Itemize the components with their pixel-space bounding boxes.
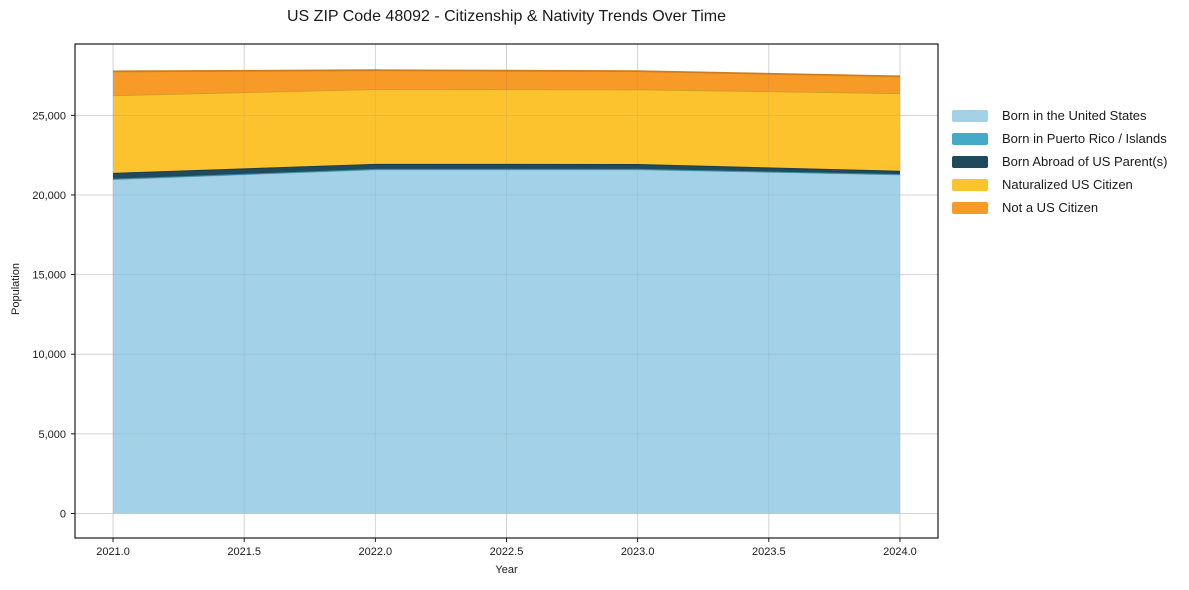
legend-label: Naturalized US Citizen: [1002, 177, 1133, 192]
legend-item-born-in-the-united-states: Born in the United States: [952, 104, 1167, 127]
x-tick-label: 2022.0: [359, 546, 393, 558]
area-born-in-the-united-states: [113, 169, 900, 514]
y-tick-label: 15,000: [32, 270, 66, 282]
legend-label: Not a US Citizen: [1002, 200, 1099, 215]
legend-swatch: [952, 201, 988, 214]
x-tick-label: 2023.5: [752, 546, 786, 558]
legend-item-not-a-us-citizen: Not a US Citizen: [952, 196, 1167, 219]
y-tick-label: 0: [60, 508, 66, 520]
y-tick-label: 10,000: [32, 349, 66, 361]
legend-label: Born Abroad of US Parent(s): [1002, 154, 1168, 169]
legend-label: Born in the United States: [1002, 108, 1147, 123]
legend-item-born-abroad-of-us-parent-s: Born Abroad of US Parent(s): [952, 150, 1167, 173]
x-tick-label: 2024.0: [883, 546, 917, 558]
legend-swatch: [952, 109, 988, 122]
legend-item-born-in-puerto-rico-islands: Born in Puerto Rico / Islands: [952, 127, 1167, 150]
y-tick-label: 25,000: [32, 110, 66, 122]
stacked-areas: [113, 69, 900, 514]
area-not-a-us-citizen: [113, 70, 900, 96]
area-edge-not-a-us-citizen: [113, 69, 900, 78]
x-tick-label: 2021.0: [96, 546, 130, 558]
legend-label: Born in Puerto Rico / Islands: [1002, 131, 1167, 146]
area-naturalized-us-citizen: [113, 89, 900, 173]
x-tick-label: 2023.0: [621, 546, 655, 558]
tick-labels: 0 5,000 10,000 15,000 20,000 25,000 2021.0 2021…: [32, 110, 916, 558]
legend-swatch: [952, 132, 988, 145]
x-tick-label: 2021.5: [227, 546, 261, 558]
legend-swatch: [952, 178, 988, 191]
y-tick-label: 5,000: [38, 429, 66, 441]
legend: Born in the United States Born in Puerto …: [952, 104, 1167, 219]
chart-title: US ZIP Code 48092 - Citizenship & Nativi…: [287, 8, 726, 25]
y-tick-label: 20,000: [32, 190, 66, 202]
grid-overlay: [75, 44, 938, 538]
legend-item-naturalized-us-citizen: Naturalized US Citizen: [952, 173, 1167, 196]
ticks: [71, 114, 901, 542]
legend-swatch: [952, 155, 988, 168]
x-tick-label: 2022.5: [490, 546, 524, 558]
x-axis-title: Year: [495, 564, 518, 576]
area-born-abroad-of-us-parent-s: [113, 163, 900, 179]
